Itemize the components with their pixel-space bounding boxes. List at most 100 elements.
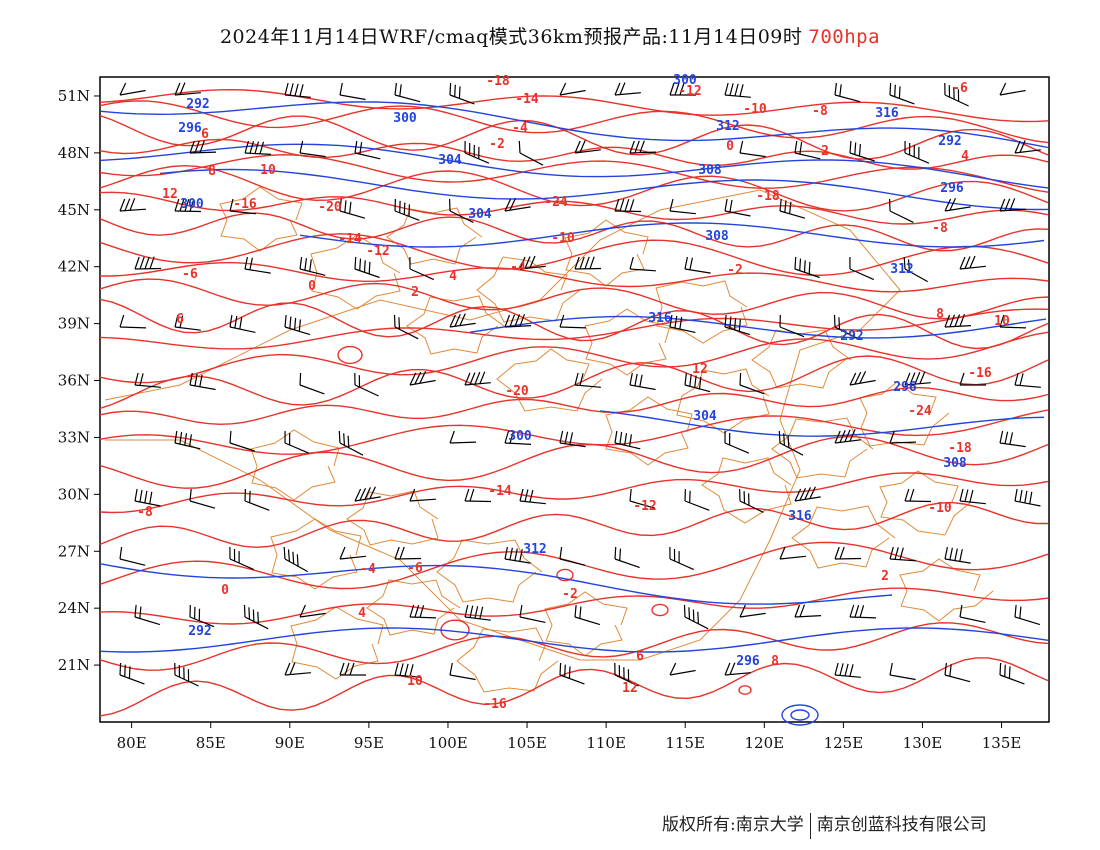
- wind-barb: [999, 82, 1026, 96]
- wind-barb: [944, 313, 972, 328]
- wind-barb: [574, 604, 601, 626]
- temperature-label: -18: [756, 189, 780, 204]
- province-border: [436, 539, 543, 603]
- temperature-label: -2: [562, 587, 578, 602]
- wind-barb: [834, 662, 861, 678]
- temperature-label: 6: [636, 649, 644, 664]
- temperature-contour: [651, 603, 669, 617]
- lon-tick-label: 85E: [196, 734, 226, 752]
- wind-barb: [944, 546, 971, 564]
- wind-barb: [614, 662, 639, 687]
- height-label: 304: [438, 153, 462, 168]
- wind-barb: [724, 82, 751, 98]
- wind-barb: [794, 140, 821, 160]
- temperature-label: -20: [318, 200, 342, 215]
- temperature-label: -2: [489, 137, 505, 152]
- wind-barb: [849, 140, 875, 162]
- temperature-label: -10: [551, 231, 575, 246]
- lat-tick-label: 21N: [58, 656, 90, 674]
- temperature-contour: [99, 409, 1049, 455]
- temperature-label: -12: [633, 499, 656, 514]
- province-border: [859, 381, 950, 447]
- wind-barb: [299, 256, 326, 276]
- temperature-label: -16: [968, 366, 992, 381]
- temperature-label: 4: [358, 606, 366, 621]
- wind-barb: [999, 314, 1027, 329]
- height-label: 296: [736, 654, 760, 669]
- wind-barb: [283, 546, 308, 573]
- height-label: 300: [393, 111, 417, 126]
- wind-barb: [794, 604, 822, 618]
- axis-ticks: 80E 85E 90E 95E 100E 105E 110E 115E 120E 125E 130E…: [58, 87, 1022, 752]
- province-border: [476, 256, 581, 323]
- height-contour: [299, 222, 1045, 248]
- wind-barb: [669, 314, 696, 333]
- lat-tick-label: 30N: [58, 485, 90, 503]
- country-border: [104, 189, 901, 661]
- wind-barb: [959, 604, 986, 623]
- temperature-contour: [100, 261, 1049, 293]
- height-label: 308: [943, 456, 967, 471]
- wind-barb: [1014, 488, 1041, 507]
- wind-barb: [229, 314, 256, 333]
- wind-barb: [669, 198, 696, 215]
- height-label: 292: [938, 134, 961, 149]
- wind-barb: [338, 430, 364, 456]
- wind-barb: [409, 488, 436, 502]
- wind-barb: [559, 82, 586, 96]
- height-label: 300: [508, 429, 532, 444]
- wind-barb: [409, 256, 435, 281]
- wind-barb: [464, 604, 491, 621]
- wind-barb: [284, 430, 310, 454]
- wind-barb: [299, 140, 326, 158]
- temperature-label: 8: [771, 654, 779, 669]
- wind-barb: [904, 371, 931, 386]
- temperature-label: 8: [936, 307, 944, 322]
- wind-barb: [134, 604, 161, 626]
- wind-barb: [739, 604, 766, 618]
- height-contour: [790, 709, 810, 721]
- height-label: 296: [893, 380, 917, 395]
- temperature-label: -16: [233, 197, 257, 212]
- wind-barb: [449, 430, 477, 444]
- province-border: [456, 627, 559, 693]
- wind-barb: [119, 546, 146, 566]
- temperature-label: -16: [483, 697, 507, 712]
- temperature-contour: [99, 114, 1049, 160]
- wind-barb: [243, 604, 269, 630]
- height-label: 304: [468, 207, 492, 222]
- wind-barb: [339, 546, 366, 560]
- province-border: [406, 295, 505, 355]
- province-border: [676, 368, 770, 434]
- temperature-label: 6: [201, 127, 209, 142]
- height-label: 300: [180, 197, 204, 212]
- wind-barb: [449, 198, 474, 223]
- temperature-contour: [99, 298, 1049, 350]
- wind-barb: [849, 371, 876, 386]
- wind-barb: [999, 430, 1026, 448]
- temperature-label: -2: [727, 263, 743, 278]
- wind-barb: [393, 314, 419, 340]
- wind-barb: [409, 371, 436, 386]
- temperature-contour: [337, 345, 363, 365]
- wind-barb: [669, 546, 695, 571]
- wind-barb: [229, 546, 255, 571]
- temperature-contour: [99, 212, 1049, 252]
- height-label: 316: [648, 311, 672, 326]
- wind-barb: [833, 314, 859, 340]
- temperature-contour: [99, 154, 1049, 193]
- wind-barb: [134, 256, 162, 270]
- wind-barb: [903, 256, 928, 283]
- wind-barb: [559, 662, 585, 685]
- wind-barb: [339, 82, 366, 101]
- wind-barb: [889, 662, 916, 681]
- wind-barb: [284, 662, 311, 676]
- height-label: 296: [178, 121, 202, 136]
- title-level: 700hpa: [808, 26, 881, 48]
- temperature-label: -8: [137, 505, 153, 520]
- wind-barb: [519, 255, 546, 270]
- wind-barb: [834, 428, 861, 444]
- wind-barb: [739, 488, 764, 513]
